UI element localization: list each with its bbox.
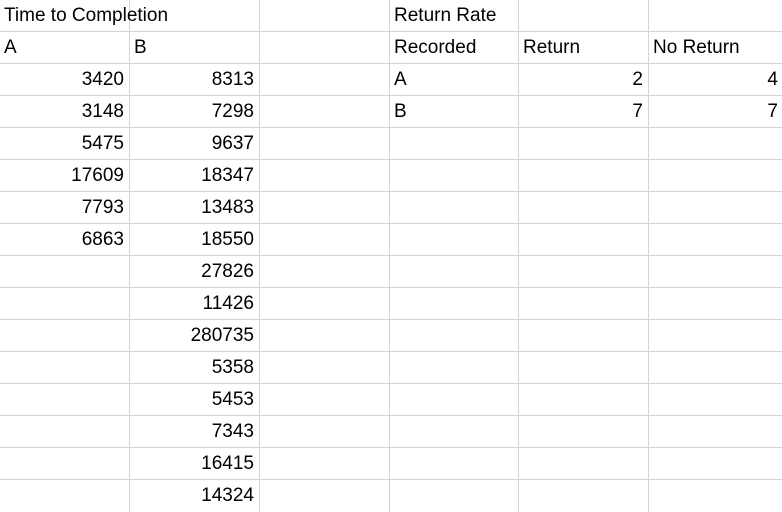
grid-col-line [259,0,260,512]
time-title-cell[interactable]: Time to Completion [4,5,169,26]
col-b-cell-13[interactable]: 16415 [201,453,254,474]
return-rate-title-cell[interactable]: Return Rate [394,5,497,26]
grid-row-line [0,351,782,352]
grid-row-line [0,95,782,96]
col-b-header-cell[interactable]: B [134,37,147,58]
grid-row-line [0,31,782,32]
col-a-cell-2[interactable]: 3148 [81,101,124,122]
no-return-cell-a[interactable]: 4 [767,69,778,90]
grid-row-line [0,63,782,64]
grid-col-line [129,0,130,512]
grid-row-line [0,447,782,448]
col-a-cell-5[interactable]: 7793 [81,197,124,218]
no-return-cell-b[interactable]: 7 [767,101,778,122]
return-cell-a[interactable]: 2 [632,69,643,90]
col-b-cell-11[interactable]: 5453 [211,389,254,410]
grid-row-line [0,127,782,128]
col-b-cell-9[interactable]: 280735 [190,325,254,346]
col-b-cell-5[interactable]: 13483 [201,197,254,218]
return-cell-b[interactable]: 7 [632,101,643,122]
col-b-cell-8[interactable]: 11426 [202,293,254,314]
grid-col-line [648,0,649,512]
col-b-cell-12[interactable]: 7343 [211,421,254,442]
col-b-cell-10[interactable]: 5358 [211,357,254,378]
recorded-header-cell[interactable]: Recorded [394,37,477,58]
grid-row-line [0,159,782,160]
no-return-header-cell[interactable]: No Return [653,37,740,58]
col-a-cell-6[interactable]: 6863 [81,229,124,250]
grid-row-line [0,287,782,288]
col-b-cell-3[interactable]: 9637 [211,133,254,154]
col-b-cell-1[interactable]: 8313 [211,69,254,90]
col-a-header-cell[interactable]: A [4,37,17,58]
col-b-cell-7[interactable]: 27826 [201,261,254,282]
col-b-cell-4[interactable]: 18347 [201,165,254,186]
col-a-cell-4[interactable]: 17609 [71,165,124,186]
grid-col-line [389,0,390,512]
recorded-cell-a[interactable]: A [394,69,407,90]
recorded-cell-b[interactable]: B [394,101,407,122]
grid-row-line [0,319,782,320]
col-b-cell-6[interactable]: 18550 [201,229,254,250]
grid-row-line [0,383,782,384]
grid-row-line [0,415,782,416]
col-b-cell-2[interactable]: 7298 [211,101,254,122]
grid-row-line [0,255,782,256]
return-header-cell[interactable]: Return [523,37,581,58]
col-b-cell-14[interactable]: 14324 [201,485,254,506]
grid-row-line [0,191,782,192]
col-a-cell-3[interactable]: 5475 [81,133,124,154]
col-a-cell-1[interactable]: 3420 [81,69,124,90]
grid-col-line [518,0,519,512]
grid-row-line [0,479,782,480]
grid-row-line [0,223,782,224]
